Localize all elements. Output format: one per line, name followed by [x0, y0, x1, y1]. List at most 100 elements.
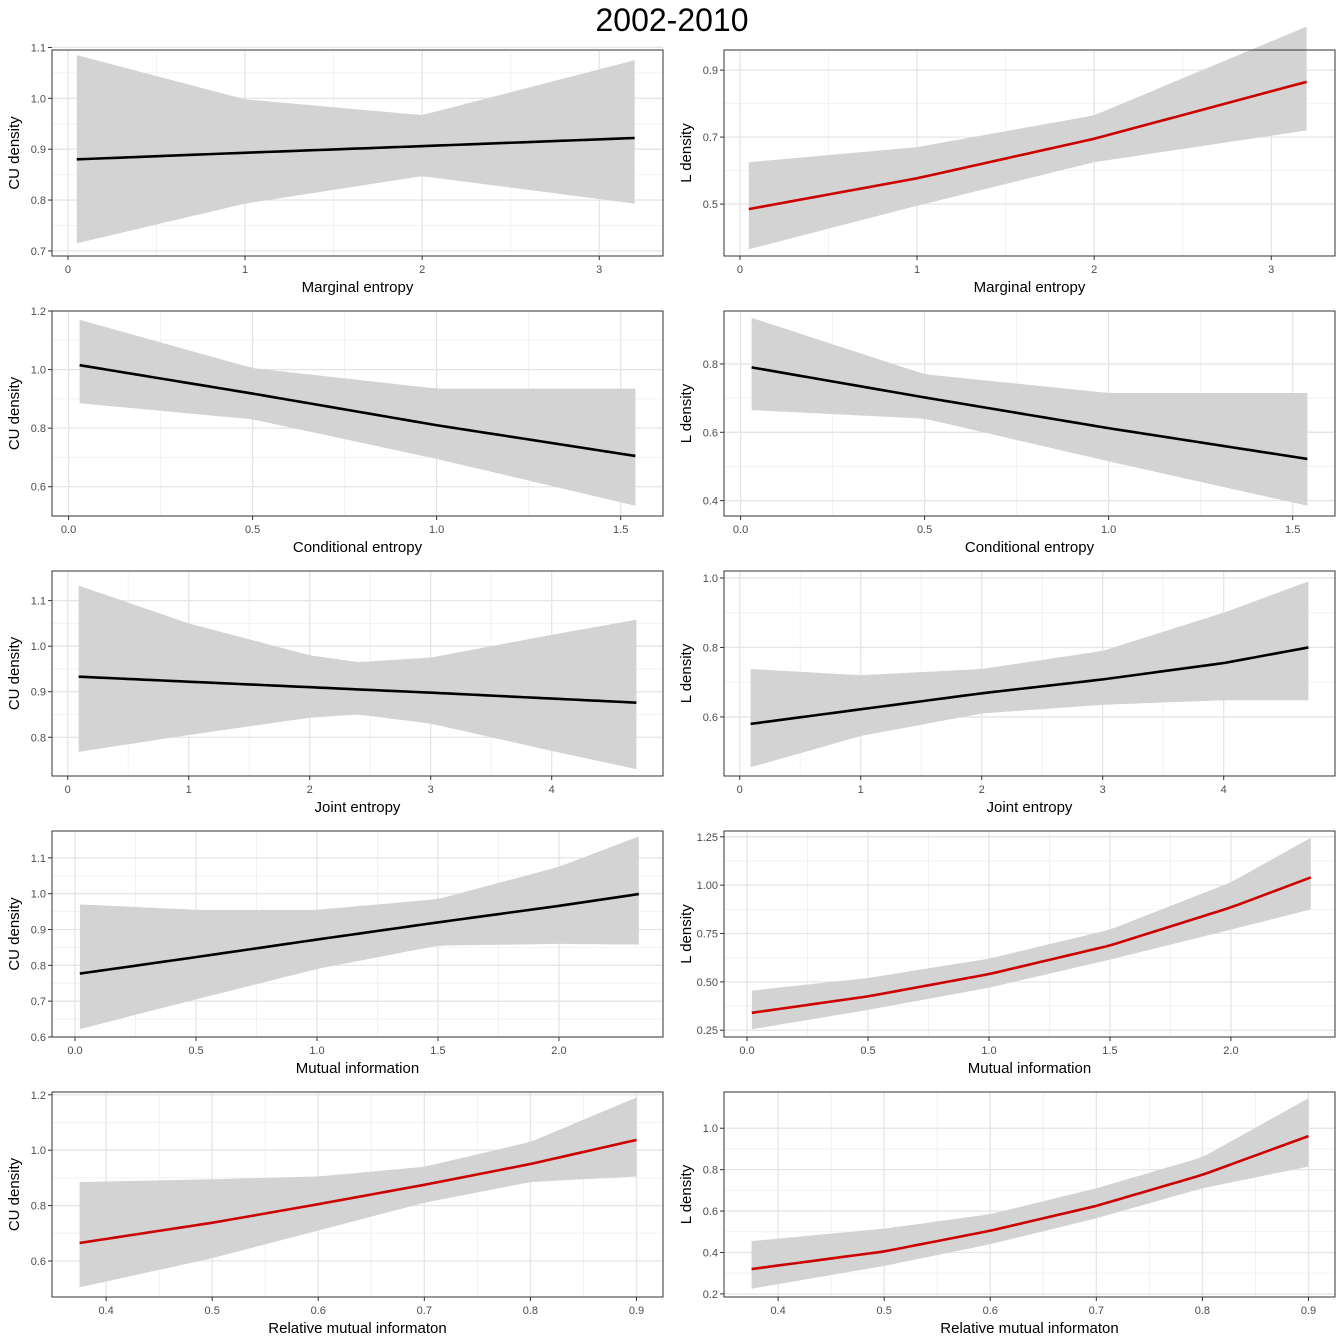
- y-tick-label: 1.2: [31, 306, 46, 318]
- x-tick-label: 0.5: [860, 1045, 875, 1057]
- y-axis-title: CU density: [6, 897, 23, 971]
- fit-line: [751, 1134, 1309, 1271]
- confidence-ribbon: [751, 1098, 1309, 1289]
- panel-border: [723, 1091, 1336, 1298]
- panel-border: [723, 570, 1336, 777]
- x-tick-label: 2: [1091, 264, 1097, 276]
- x-tick-label: 0.0: [61, 524, 76, 536]
- y-axis-title: L density: [678, 123, 695, 183]
- y-tick-label: 0.8: [31, 732, 46, 744]
- x-tick-label: 1.5: [1285, 524, 1300, 536]
- y-axis-title: CU density: [6, 1157, 23, 1231]
- y-tick-label: 1.00: [697, 880, 718, 892]
- y-tick-label: 0.7: [31, 246, 46, 258]
- x-axis-title: Mutual information: [968, 1060, 1091, 1077]
- y-tick-label: 1.0: [703, 573, 718, 585]
- confidence-ribbon: [79, 1097, 637, 1288]
- y-tick-label: 0.6: [31, 1256, 46, 1268]
- y-tick-label: 0.2: [703, 1289, 718, 1301]
- panel-2: 0 1 2 3 0.5 0.7 0.9 Marginal entropy L density: [678, 26, 1336, 296]
- y-tick-label: 1.0: [31, 365, 46, 377]
- x-tick-label: 1: [242, 264, 248, 276]
- y-tick-label: 0.7: [31, 996, 46, 1008]
- y-tick-label: 1.25: [697, 832, 718, 844]
- x-axis-title: Joint entropy: [987, 799, 1073, 816]
- panel-border: [723, 310, 1336, 517]
- panel-7: 0.0 0.5 1.0 1.5 2.0 0.6 0.7 0.8 0.9 1.0 1.1 Mutual …: [6, 830, 664, 1077]
- x-tick-label: 0.6: [983, 1305, 998, 1317]
- y-tick-label: 1.1: [31, 42, 46, 54]
- x-tick-label: 0.6: [311, 1305, 326, 1317]
- y-tick-label: 1.0: [31, 1145, 46, 1157]
- x-tick-label: 2: [419, 264, 425, 276]
- fit-line: [79, 363, 636, 458]
- x-tick-label: 1.0: [309, 1045, 324, 1057]
- x-tick-label: 3: [1268, 264, 1274, 276]
- y-tick-label: 0.9: [31, 687, 46, 699]
- y-axis-title: CU density: [6, 636, 23, 710]
- y-axis-title: L density: [678, 383, 695, 443]
- panel-border: [723, 830, 1336, 1038]
- x-tick-label: 1: [858, 784, 864, 796]
- x-tick-label: 0.8: [523, 1305, 538, 1317]
- x-tick-label: 1: [914, 264, 920, 276]
- y-axis-title: CU density: [6, 376, 23, 450]
- x-tick-label: 0: [65, 264, 71, 276]
- x-axis-title: Conditional entropy: [293, 539, 423, 556]
- y-tick-label: 0.8: [31, 423, 46, 435]
- y-tick-label: 0.6: [31, 482, 46, 494]
- panel-1: 0 1 2 3 0.7 0.8 0.9 1.0 1.1 Marginal entropy CU de…: [6, 42, 664, 296]
- x-axis-title: Relative mutual informaton: [268, 1320, 446, 1337]
- y-tick-label: 0.6: [703, 1206, 718, 1218]
- x-tick-label: 0: [737, 264, 743, 276]
- y-tick-label: 0.8: [31, 195, 46, 207]
- panel-10: 0.4 0.5 0.6 0.7 0.8 0.9 0.2 0.4 0.6 0.8 1.0 Relativ…: [678, 1091, 1336, 1337]
- y-tick-label: 0.7: [703, 132, 718, 144]
- fit-line: [751, 366, 1308, 461]
- y-tick-label: 1.1: [31, 596, 46, 608]
- confidence-ribbon: [78, 585, 637, 770]
- x-tick-label: 0.5: [205, 1305, 220, 1317]
- x-axis-title: Mutual information: [296, 1060, 419, 1077]
- x-tick-label: 1.0: [1101, 524, 1116, 536]
- x-tick-label: 0.4: [770, 1305, 785, 1317]
- y-tick-label: 1.0: [31, 889, 46, 901]
- x-tick-label: 0.0: [67, 1045, 82, 1057]
- x-tick-label: 1.0: [981, 1045, 996, 1057]
- x-tick-label: 1.5: [613, 524, 628, 536]
- y-tick-label: 0.8: [703, 642, 718, 654]
- y-tick-label: 0.6: [703, 712, 718, 724]
- x-tick-label: 1.5: [430, 1045, 445, 1057]
- y-tick-label: 0.25: [697, 1025, 718, 1037]
- y-tick-label: 0.50: [697, 977, 718, 989]
- y-tick-label: 0.6: [703, 427, 718, 439]
- x-axis-title: Marginal entropy: [974, 279, 1086, 296]
- fit-line: [748, 80, 1307, 211]
- x-tick-label: 2.0: [1223, 1045, 1238, 1057]
- x-tick-label: 0.7: [417, 1305, 432, 1317]
- panel-border: [51, 49, 664, 257]
- y-tick-label: 0.5: [703, 199, 718, 211]
- x-tick-label: 0.5: [877, 1305, 892, 1317]
- y-tick-label: 0.8: [31, 960, 46, 972]
- x-tick-label: 1.0: [429, 524, 444, 536]
- x-tick-label: 0.8: [1195, 1305, 1210, 1317]
- x-axis-title: Joint entropy: [315, 799, 401, 816]
- x-tick-label: 0.0: [739, 1045, 754, 1057]
- panel-9: 0.4 0.5 0.6 0.7 0.8 0.9 0.6 0.8 1.0 1.2 Relative m…: [6, 1090, 664, 1337]
- y-tick-label: 1.0: [703, 1123, 718, 1135]
- y-tick-label: 1.0: [31, 93, 46, 105]
- x-tick-label: 3: [428, 784, 434, 796]
- confidence-ribbon: [750, 581, 1309, 768]
- panel-8: 0.0 0.5 1.0 1.5 2.0 0.25 0.50 0.75 1.00 1.25 Mutua…: [678, 830, 1336, 1077]
- figure-title: 2002-2010: [595, 2, 749, 38]
- y-tick-label: 0.4: [703, 1247, 718, 1259]
- y-tick-label: 1.2: [31, 1090, 46, 1102]
- confidence-ribbon: [751, 837, 1311, 1030]
- fit-line: [79, 1138, 637, 1245]
- fit-line: [76, 136, 635, 161]
- y-tick-label: 0.4: [703, 496, 718, 508]
- panel-4: 0.0 0.5 1.0 1.5 0.4 0.6 0.8 Conditional entropy…: [678, 310, 1336, 556]
- panel-border: [51, 830, 664, 1038]
